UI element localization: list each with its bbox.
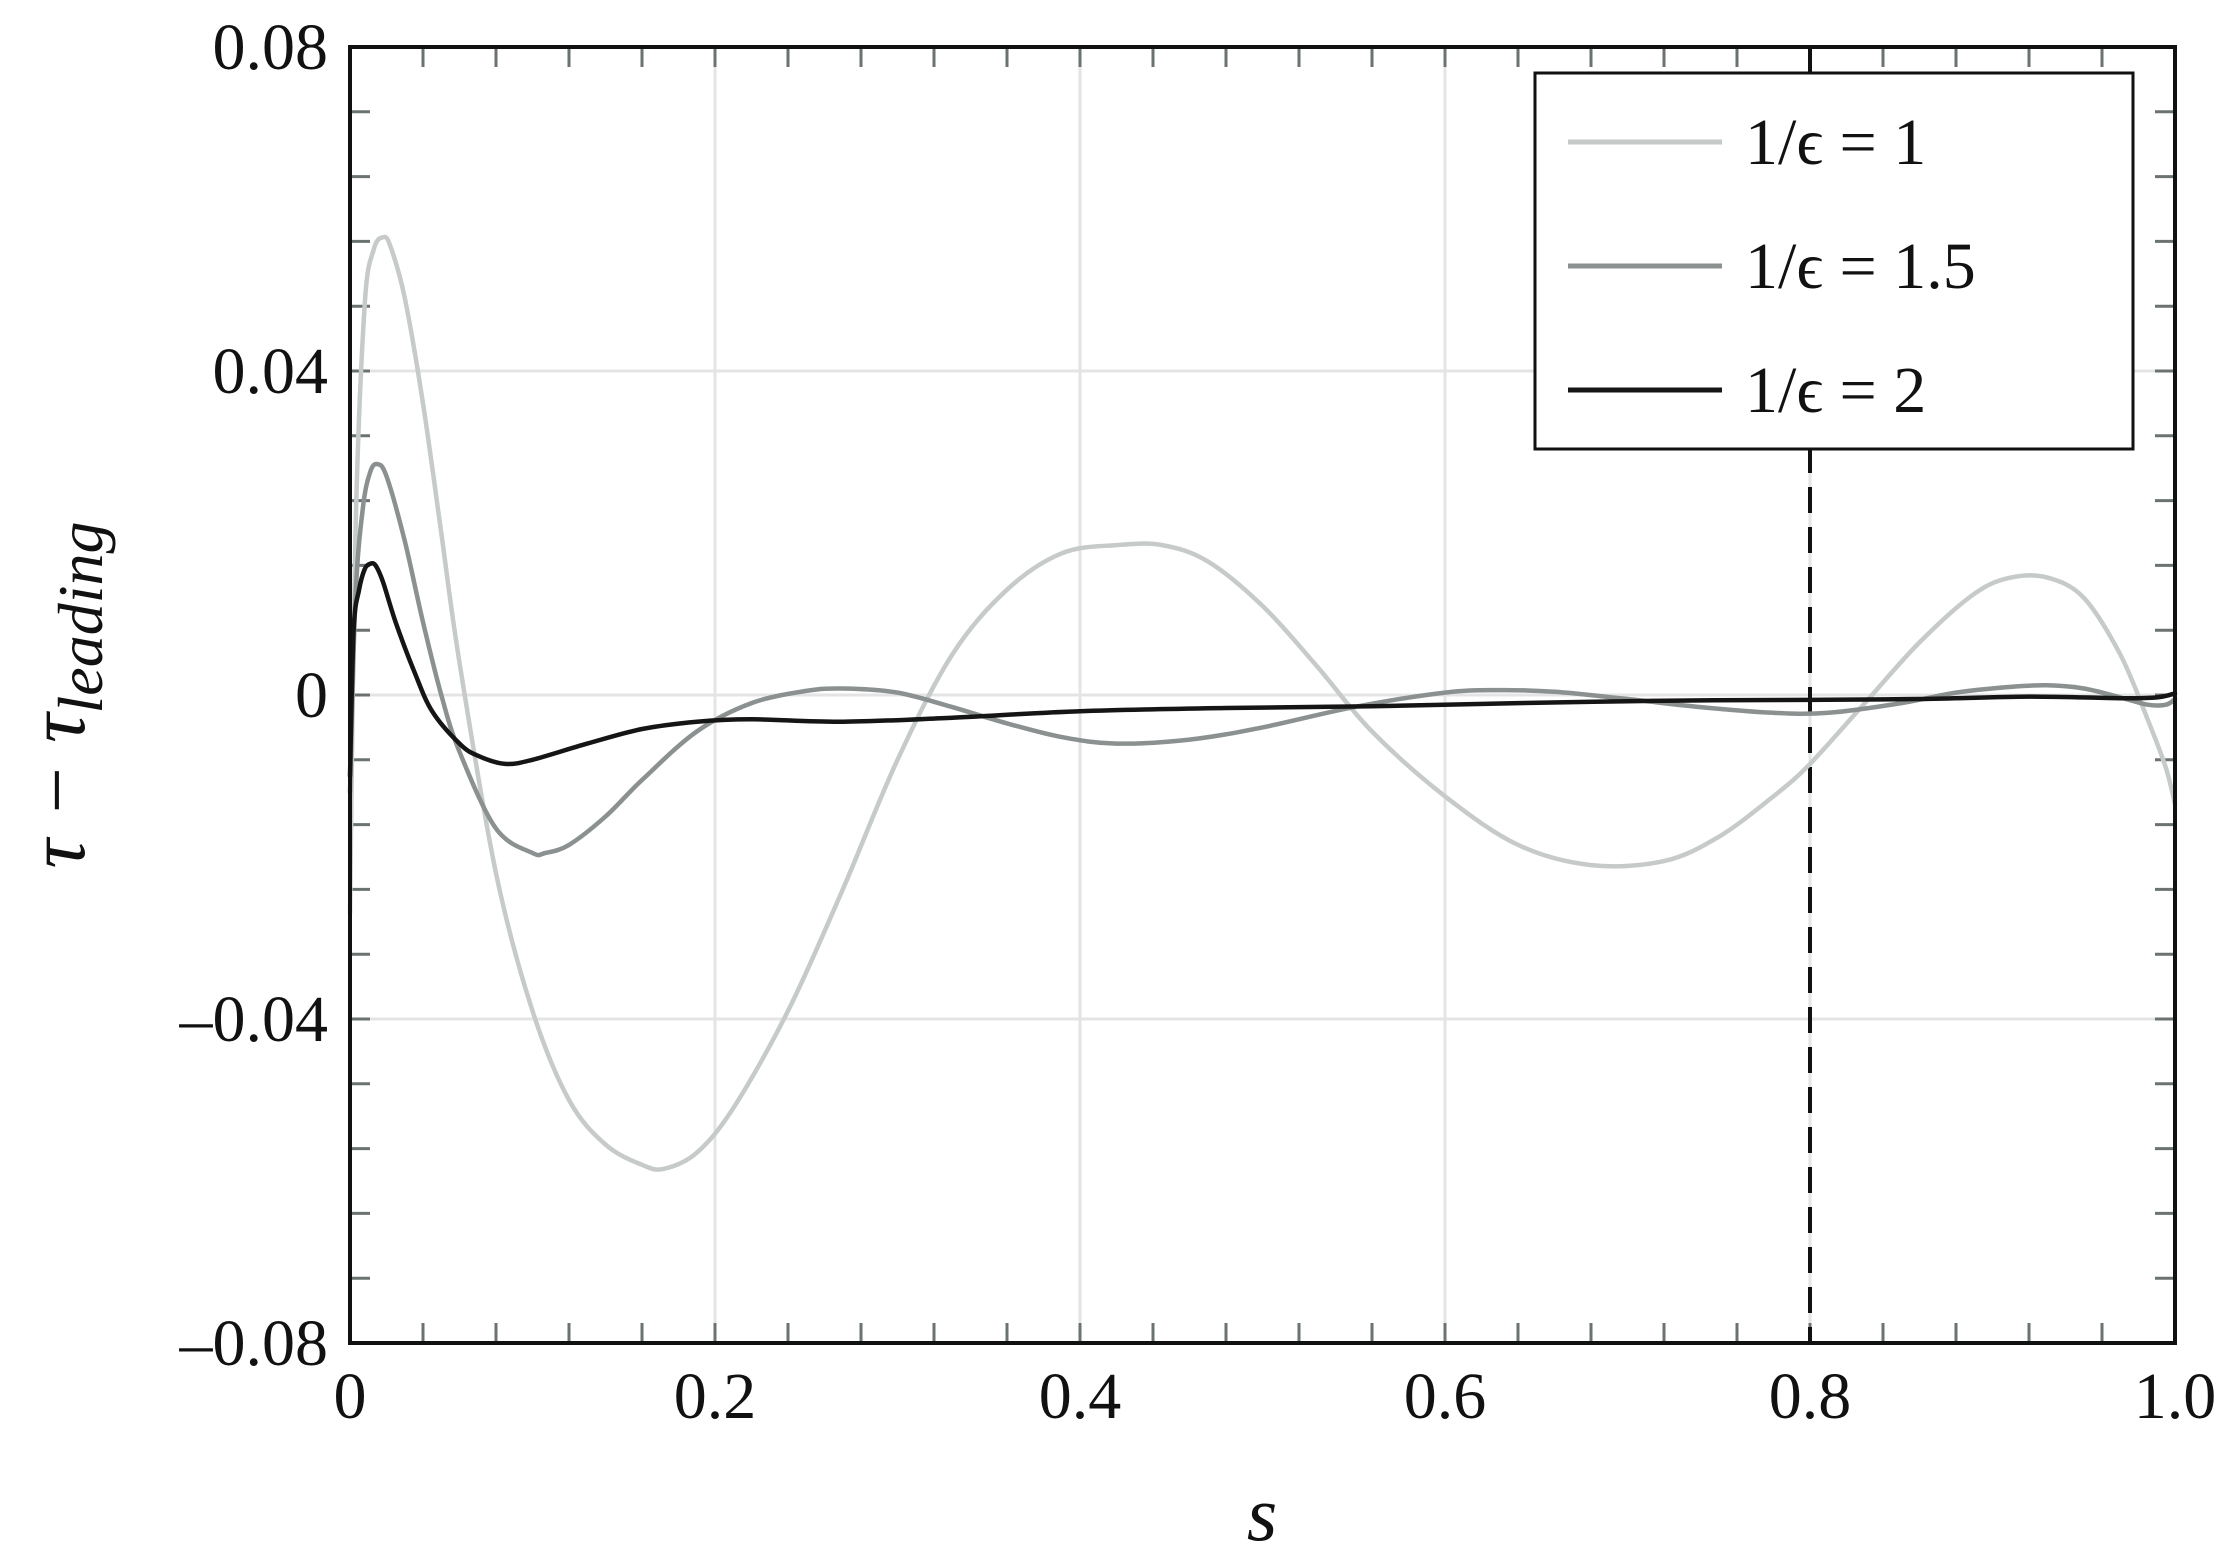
x-tick-label: 0.4 [1039, 1360, 1122, 1433]
x-tick-label: 0 [334, 1360, 367, 1433]
y-tick-label: –0.08 [179, 1307, 329, 1380]
y-tick-label: 0.08 [213, 11, 329, 84]
legend: 1/ϵ = 1 1/ϵ = 1.5 1/ϵ = 2 [1533, 71, 2135, 451]
legend-box [1533, 71, 2135, 451]
x-tick-label: 0.8 [1769, 1360, 1852, 1433]
y-tick-labels: 0.08 0.04 0 –0.04 –0.08 [179, 11, 329, 1380]
x-tick-label: 0.6 [1404, 1360, 1487, 1433]
svg-text:τ − τleading: τ − τleading [11, 522, 116, 869]
y-axis-title-subscript: leading [45, 522, 116, 714]
y-tick-label: 0.04 [213, 335, 329, 408]
legend-label-1: 1/ϵ = 1 [1745, 106, 1926, 179]
series-line-1 [347, 234, 2178, 1172]
x-tick-label: 1.0 [2134, 1360, 2217, 1433]
x-tick-label: 0.2 [674, 1360, 757, 1433]
data-series [347, 234, 2178, 1172]
y-tick-label: 0 [295, 659, 328, 732]
series-line-3 [347, 560, 2178, 779]
legend-label-2: 1/ϵ = 1.5 [1745, 230, 1976, 303]
legend-entries: 1/ϵ = 1 1/ϵ = 1.5 1/ϵ = 2 [1568, 106, 1976, 427]
x-axis-title: s [1247, 1470, 1277, 1557]
x-tick-labels: 0 0.2 0.4 0.6 0.8 1.0 [334, 1360, 2217, 1433]
legend-label-3: 1/ϵ = 2 [1745, 354, 1926, 427]
y-tick-label: –0.04 [179, 983, 329, 1056]
y-axis-title: τ − τleading [11, 522, 116, 869]
y-axis-title-main: τ − τ [11, 711, 102, 869]
plot-frame [348, 45, 2177, 1345]
